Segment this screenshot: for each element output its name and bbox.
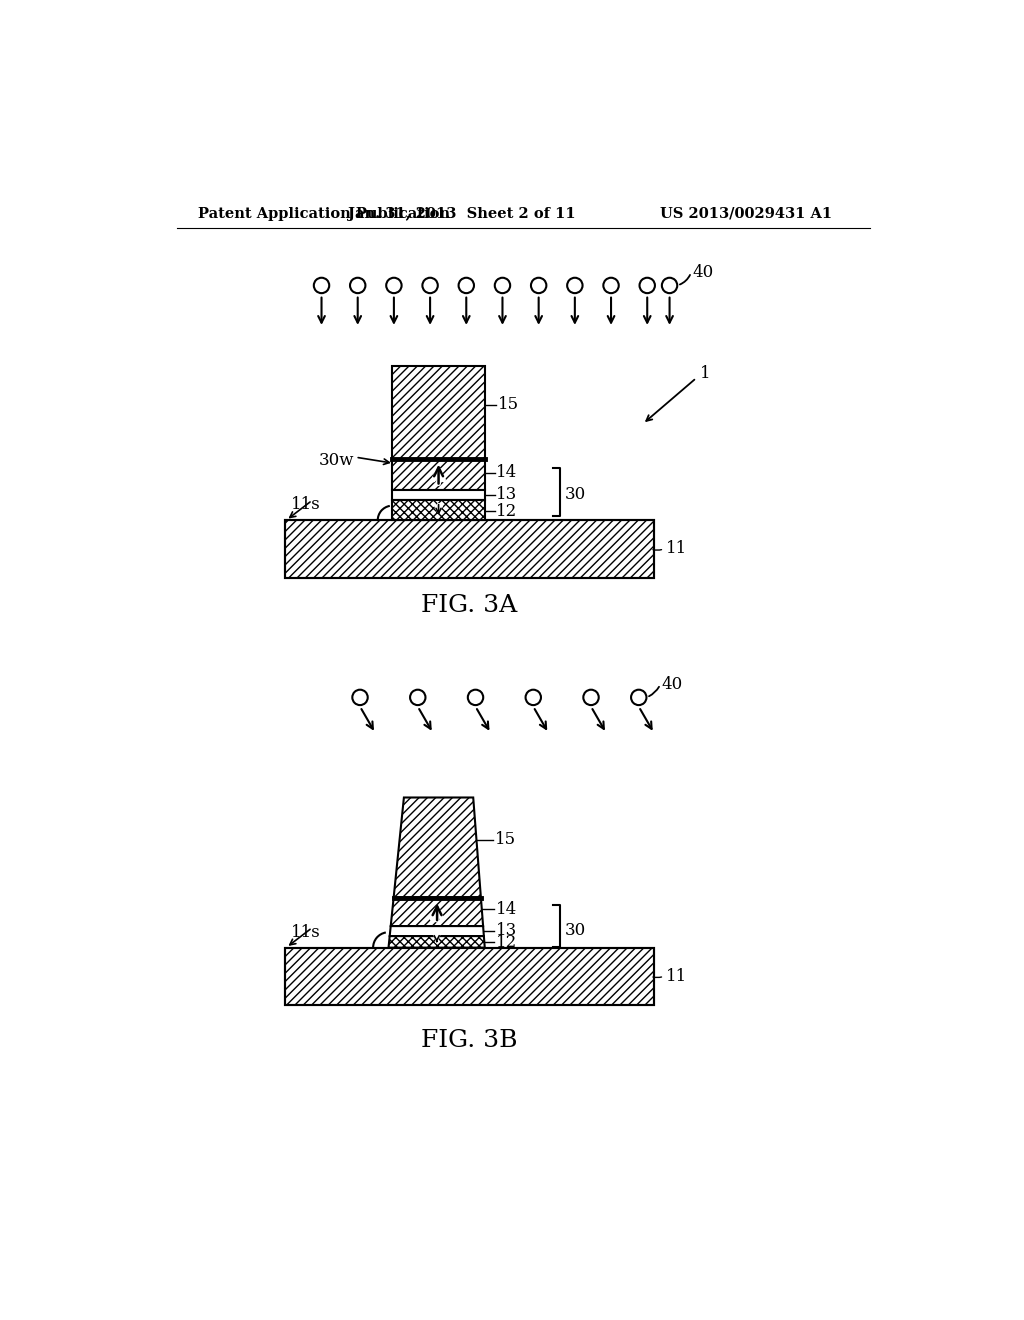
Circle shape [631,689,646,705]
Circle shape [584,689,599,705]
Text: 14: 14 [497,465,517,480]
Circle shape [350,277,366,293]
Circle shape [468,689,483,705]
Circle shape [640,277,655,293]
Bar [285,948,654,1006]
Text: 30w: 30w [318,451,354,469]
Bar [392,499,484,520]
Circle shape [567,277,583,293]
Polygon shape [391,898,483,927]
Circle shape [459,277,474,293]
Text: US 2013/0029431 A1: US 2013/0029431 A1 [660,207,833,220]
Polygon shape [388,936,484,948]
Text: 30: 30 [565,923,586,940]
Text: 11s: 11s [291,924,321,941]
Bar [392,367,484,459]
Circle shape [525,689,541,705]
Text: 15: 15 [498,396,519,413]
Text: FIG. 3A: FIG. 3A [421,594,517,616]
Bar [285,948,654,1006]
Circle shape [662,277,677,293]
Bar [392,499,484,520]
Text: 15: 15 [495,832,516,849]
Bar [392,490,484,499]
Circle shape [422,277,438,293]
Bar [285,948,654,1006]
Polygon shape [390,927,484,936]
Polygon shape [393,797,481,898]
Circle shape [495,277,510,293]
Circle shape [603,277,618,293]
Bar [392,459,484,490]
Circle shape [410,689,425,705]
Bar [285,520,654,578]
Text: 13: 13 [497,486,517,503]
Text: 13: 13 [496,923,517,940]
Text: 12: 12 [496,933,517,950]
Circle shape [313,277,330,293]
Circle shape [531,277,547,293]
Text: θ: θ [400,498,412,516]
Bar [392,367,484,459]
Text: 30: 30 [565,486,586,503]
Text: FIG. 3B: FIG. 3B [421,1028,517,1052]
Circle shape [386,277,401,293]
Text: 11: 11 [666,540,687,557]
Bar [285,520,654,578]
Text: Jan. 31, 2013  Sheet 2 of 11: Jan. 31, 2013 Sheet 2 of 11 [348,207,575,220]
Bar [392,459,484,490]
Text: 12: 12 [497,503,517,520]
Bar [285,520,654,578]
Text: 11s: 11s [291,496,321,513]
Text: 14: 14 [496,900,517,917]
Text: 1: 1 [700,366,711,383]
Text: Patent Application Publication: Patent Application Publication [199,207,451,220]
Text: 11: 11 [666,968,687,985]
Circle shape [352,689,368,705]
Text: 40: 40 [662,676,683,693]
Text: 40: 40 [692,264,714,281]
Text: θ: θ [391,933,401,952]
